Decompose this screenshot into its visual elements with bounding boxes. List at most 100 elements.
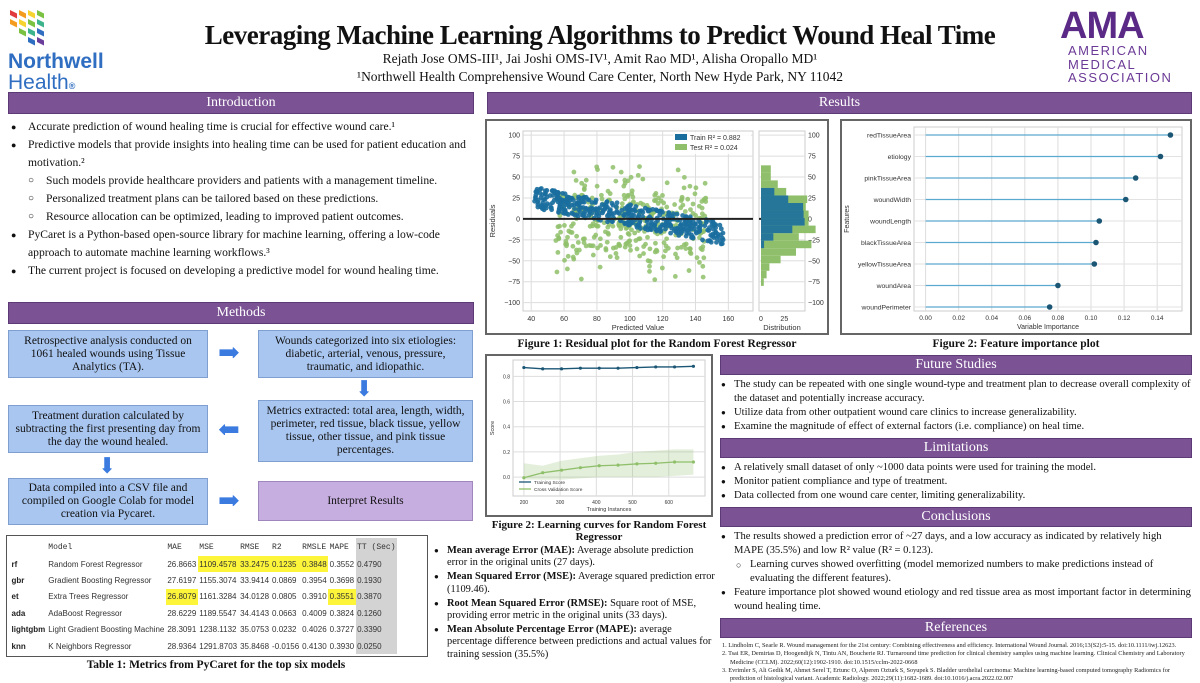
test-point bbox=[692, 191, 698, 197]
test-point bbox=[653, 240, 658, 246]
x-tick-label: 0.12 bbox=[1118, 315, 1131, 322]
test-point bbox=[679, 196, 685, 202]
table-row: et Extra Trees Regressor 26.8079 1161.3284 3… bbox=[10, 588, 398, 606]
test-point bbox=[580, 236, 586, 242]
training-score-point bbox=[522, 365, 526, 370]
future-studies-header: Future Studies bbox=[720, 355, 1192, 375]
feature-label: redTissueArea bbox=[867, 133, 911, 140]
column-header: MAE bbox=[167, 542, 182, 552]
test-point bbox=[607, 191, 613, 197]
train-point bbox=[648, 220, 654, 226]
test-point bbox=[652, 277, 658, 283]
y-tick-label: 25 bbox=[512, 195, 520, 202]
train-point bbox=[621, 212, 626, 218]
intro-item: PyCaret is a Python-based open-source li… bbox=[8, 226, 474, 262]
y-tick-label: −25 bbox=[508, 237, 520, 244]
table-cell: 0.3727 bbox=[329, 625, 355, 635]
future-item: Examine the magnitude of effect of exter… bbox=[720, 420, 1192, 434]
train-point bbox=[558, 197, 564, 202]
x-tick-label: 0.00 bbox=[919, 315, 932, 322]
distribution-bar bbox=[761, 210, 804, 219]
test-point bbox=[641, 251, 646, 256]
test-point bbox=[634, 246, 640, 252]
logo-shape bbox=[10, 10, 17, 19]
plot-area bbox=[512, 359, 706, 497]
x-tick-label: 120 bbox=[657, 316, 669, 323]
test-point bbox=[663, 243, 669, 249]
column-header: RMSLE bbox=[302, 542, 327, 552]
arrow-right-icon: ➡ bbox=[218, 338, 240, 367]
test-point bbox=[583, 177, 589, 183]
feature-label: pinkTissueArea bbox=[864, 176, 911, 183]
logo-shape bbox=[28, 37, 35, 46]
training-score-point bbox=[691, 364, 696, 368]
table-cell: rf bbox=[11, 559, 18, 569]
feature-label: woundArea bbox=[876, 283, 912, 290]
table-cell: 0.4026 bbox=[302, 625, 327, 635]
train-point bbox=[586, 197, 592, 203]
limitation-item: A relatively small dataset of only ~1000… bbox=[720, 461, 1192, 475]
importance-point bbox=[1055, 282, 1061, 289]
test-point bbox=[574, 233, 580, 239]
test-point bbox=[664, 204, 670, 210]
test-point bbox=[680, 202, 686, 208]
northwell-logo: Northwell Health® bbox=[8, 8, 148, 93]
affiliation: ¹Northwell Health Comprehensive Wound Ca… bbox=[357, 69, 843, 84]
train-point bbox=[697, 225, 702, 231]
train-point bbox=[534, 186, 540, 192]
x-tick-label: 60 bbox=[560, 316, 568, 323]
column-header: MSE bbox=[199, 542, 214, 552]
logo-shape bbox=[10, 19, 17, 28]
table-cell: 0.0232 bbox=[272, 625, 297, 635]
test-point bbox=[681, 185, 687, 191]
metric-item: Mean average Error (MAE): Average absolu… bbox=[433, 545, 715, 569]
y-tick-label-right: −50 bbox=[808, 258, 820, 265]
importance-point bbox=[1091, 261, 1098, 267]
table-cell: 28.6229 bbox=[167, 608, 197, 618]
training-score-point bbox=[654, 365, 658, 369]
train-point bbox=[600, 208, 606, 214]
test-point bbox=[703, 195, 709, 201]
train-point bbox=[569, 210, 575, 216]
test-point bbox=[694, 255, 700, 261]
test-point bbox=[556, 235, 562, 241]
arrow-right-icon: ➡ bbox=[218, 486, 240, 515]
train-point bbox=[702, 223, 708, 229]
test-point bbox=[590, 243, 596, 249]
y-tick-label: 0 bbox=[516, 216, 520, 223]
train-point bbox=[535, 199, 541, 205]
intro-item: Resource allocation can be optimized, le… bbox=[8, 208, 474, 226]
table-cell: 0.3390 bbox=[355, 621, 398, 638]
logo-shape bbox=[19, 10, 26, 19]
test-point bbox=[640, 176, 646, 182]
arrow-down-icon: ⬇ bbox=[98, 453, 117, 478]
test-point bbox=[652, 192, 658, 198]
logo-shape bbox=[37, 10, 44, 19]
method-step-3: Treatment duration calculated by subtrac… bbox=[8, 405, 208, 453]
train-point bbox=[565, 202, 571, 208]
x-tick-label: 0.02 bbox=[952, 315, 965, 322]
train-point bbox=[614, 200, 620, 206]
y-tick-label-right: −100 bbox=[808, 300, 824, 307]
introduction-header: Introduction bbox=[8, 92, 474, 114]
conclusions-list: The results showed a prediction error of… bbox=[720, 530, 1192, 614]
column-header: Model bbox=[48, 542, 73, 552]
train-point bbox=[637, 208, 643, 214]
test-point bbox=[570, 221, 576, 227]
distribution-bar bbox=[761, 195, 789, 203]
train-point bbox=[666, 210, 672, 216]
y-tick-label: 50 bbox=[512, 175, 520, 182]
feature-label: etiology bbox=[888, 154, 912, 161]
logo-shape bbox=[28, 28, 35, 37]
train-point bbox=[690, 235, 695, 240]
distribution-bar bbox=[761, 172, 771, 181]
column-header: RMSE bbox=[240, 542, 260, 552]
test-point bbox=[699, 247, 705, 253]
metric-term: Mean Squared Error (MSE): bbox=[447, 571, 577, 583]
importance-point bbox=[1096, 218, 1103, 224]
test-point bbox=[660, 193, 665, 198]
future-item: Utilize data from other outpatient wound… bbox=[720, 406, 1192, 420]
logo-shape bbox=[19, 28, 26, 37]
test-point bbox=[688, 207, 693, 213]
train-point bbox=[692, 221, 698, 227]
